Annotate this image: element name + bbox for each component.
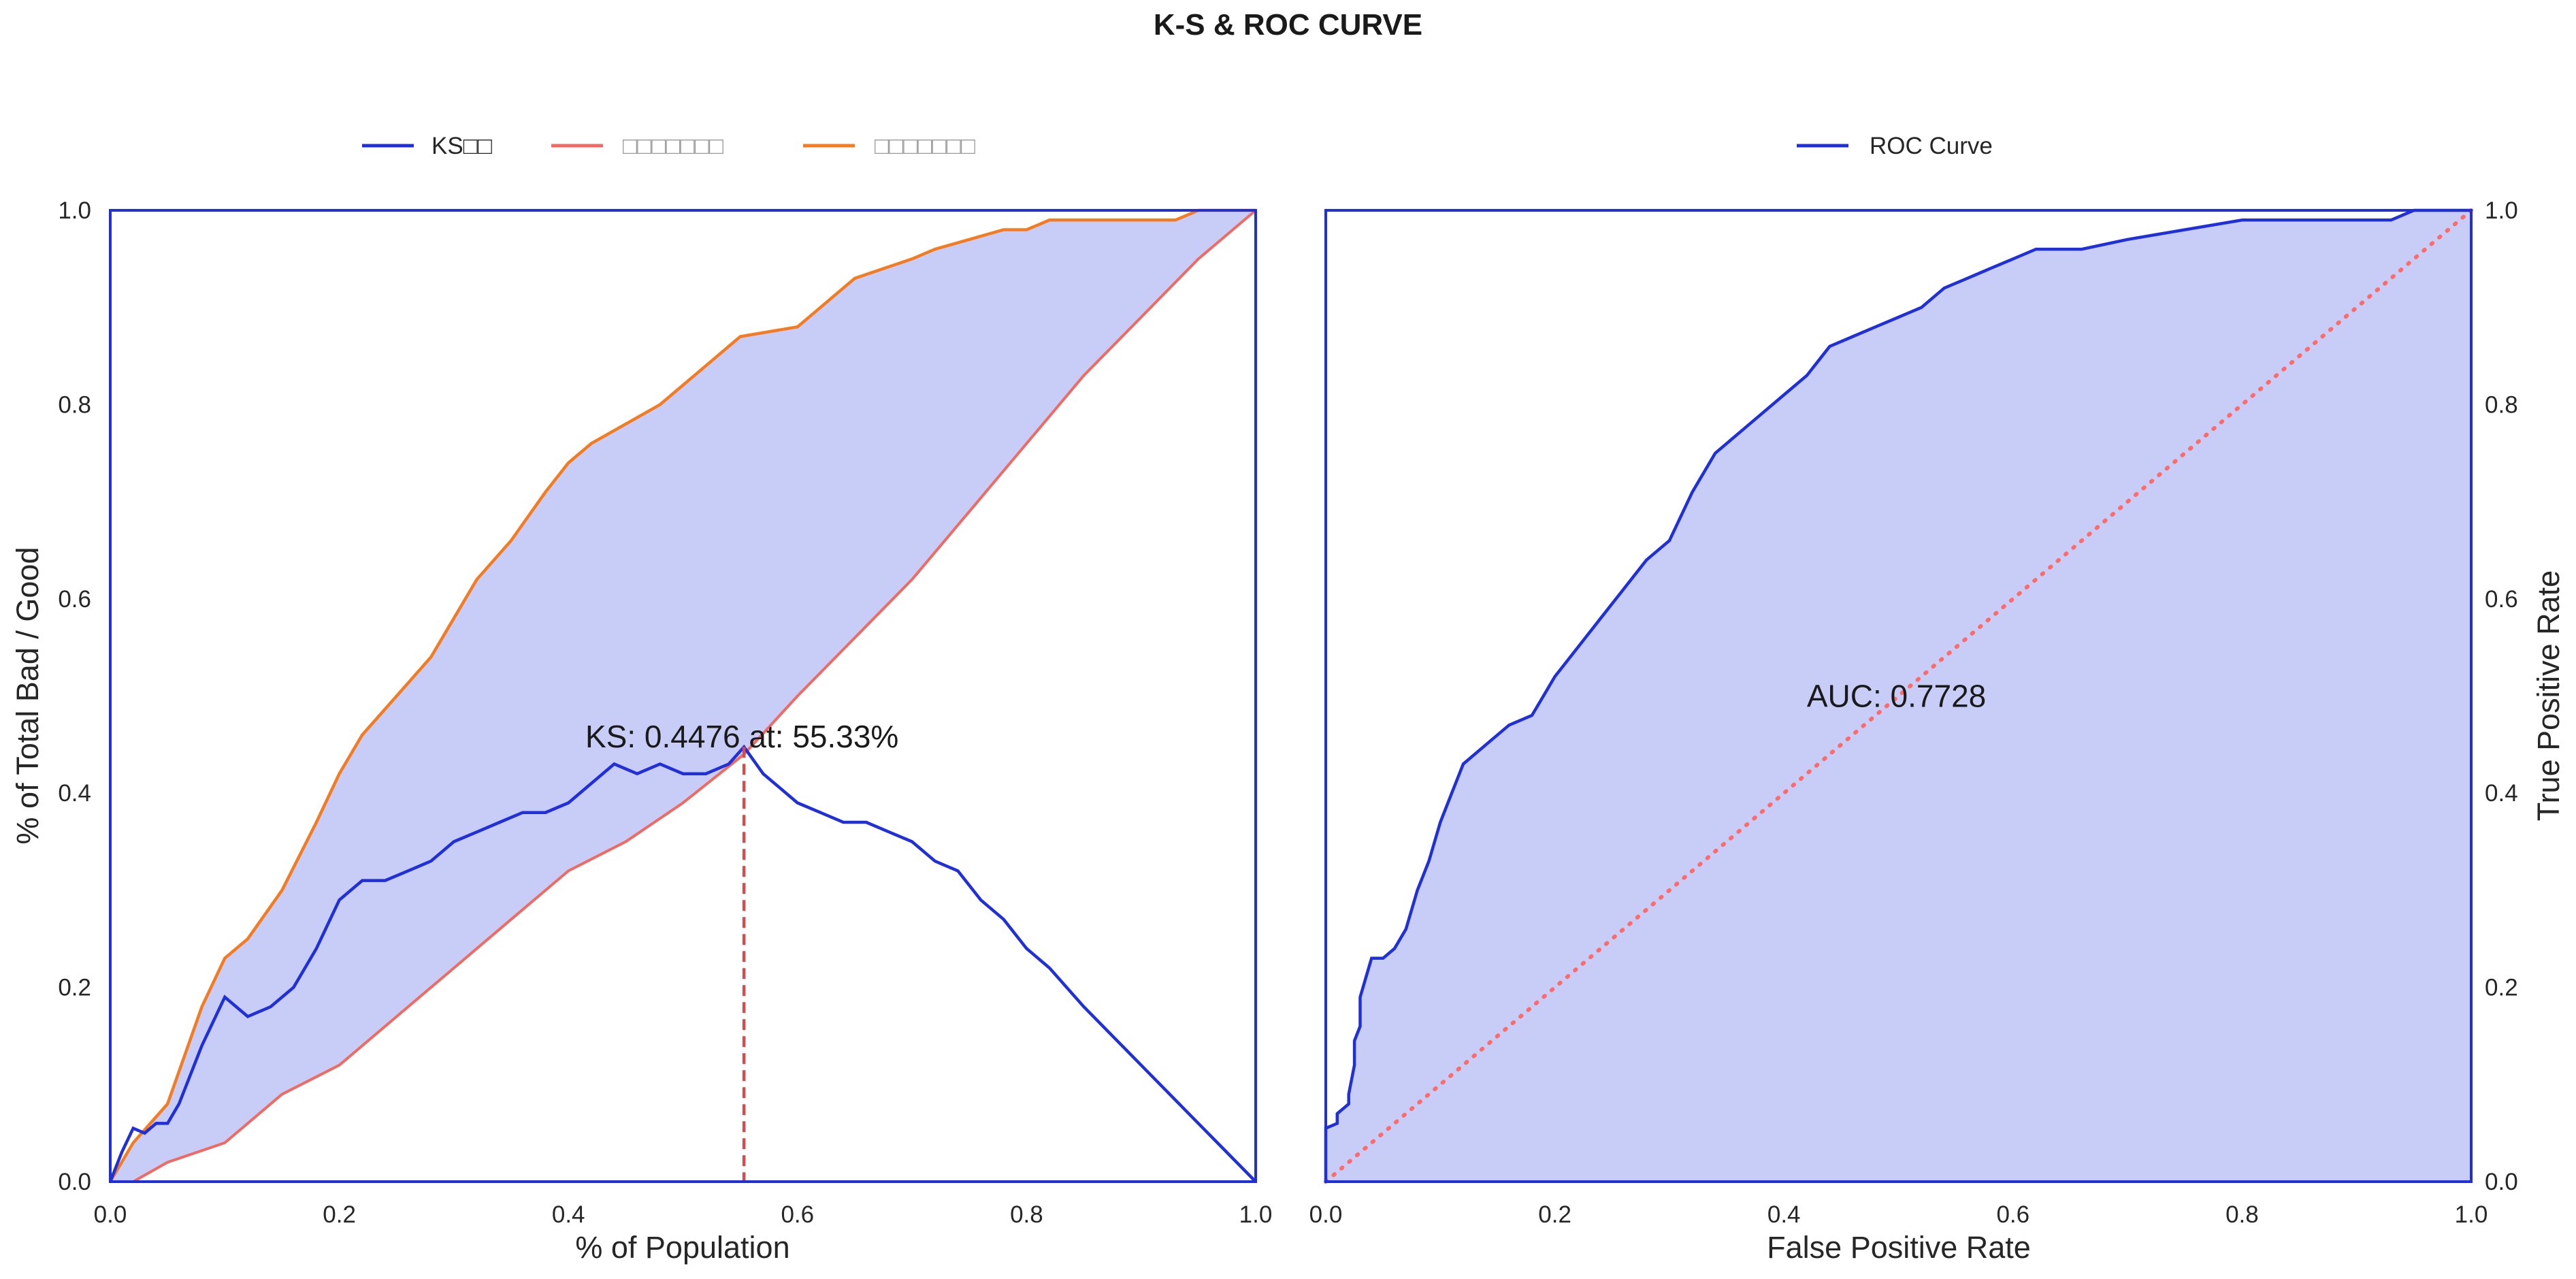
- ks-x-tick-label: 0.6: [781, 1201, 814, 1228]
- ks-y-tick-label: 0.2: [58, 975, 91, 1001]
- roc-x-tick-label: 0.4: [1767, 1201, 1801, 1228]
- roc-x-tick-label: 1.0: [2455, 1201, 2488, 1228]
- roc-plot-frame: [1324, 209, 2473, 1183]
- legend-label-roc: ROC Curve: [1870, 133, 1993, 159]
- ks-x-tick-label: 0.2: [323, 1201, 356, 1228]
- roc-y-axis-label: True Positive Rate: [2531, 570, 2566, 821]
- ks-y-tick-label: 1.0: [58, 197, 91, 224]
- roc-y-tick-label: 0.4: [2485, 780, 2518, 807]
- ks-annotation: KS: 0.4476 at: 55.33%: [585, 719, 898, 754]
- ks-x-tick-label: 0.4: [552, 1201, 585, 1228]
- roc-y-tick-label: 0.8: [2485, 391, 2518, 418]
- ks-plot-frame: [109, 209, 1257, 1183]
- ks-y-axis-label: % of Total Bad / Good: [10, 547, 45, 845]
- ks-y-tick-label: 0.0: [58, 1169, 91, 1195]
- legend-label-bad: □□□□□□□: [623, 133, 723, 159]
- roc-curve-line: [1324, 208, 2471, 1182]
- auc-annotation: AUC: 0.7728: [1807, 679, 1986, 714]
- good-cumulative-line: [109, 208, 1256, 1183]
- ks-line: [108, 744, 1257, 1183]
- roc-y-tick-label: 0.2: [2485, 975, 2518, 1001]
- roc-x-tick-label: 0.6: [1996, 1201, 2029, 1228]
- roc-y-tick-label: 0.0: [2485, 1169, 2518, 1195]
- ks-between-fill: [110, 210, 1256, 1182]
- ks-y-ticks: 0.0 0.2 0.4 0.6 0.8 1.0: [58, 197, 91, 1195]
- ks-x-axis-label: % of Population: [575, 1230, 789, 1265]
- ks-x-tick-label: 0.0: [94, 1201, 127, 1228]
- ks-x-ticks: 0.0 0.2 0.4 0.6 0.8 1.0: [94, 1201, 1273, 1228]
- roc-chart: 0.0 0.2 0.4 0.6 0.8 1.0 0.0 0.2 0.4 0.6 0.8 1.0 Fa…: [1309, 133, 2566, 1265]
- ks-lines: [108, 208, 1257, 1183]
- legend-label-good: □□□□□□□: [875, 133, 975, 159]
- roc-y-ticks: 0.0 0.2 0.4 0.6 0.8 1.0: [2485, 197, 2518, 1195]
- ks-legend: KS□□ □□□□□□□ □□□□□□□: [362, 133, 975, 159]
- roc-legend: ROC Curve: [1797, 133, 1993, 159]
- ks-y-tick-label: 0.6: [58, 586, 91, 613]
- bad-cumulative-line: [110, 209, 1257, 1183]
- roc-y-tick-label: 1.0: [2485, 197, 2518, 224]
- roc-lines: [1324, 208, 2473, 1184]
- ks-y-tick-label: 0.4: [58, 780, 91, 807]
- ks-fill-area: [110, 210, 1256, 1182]
- roc-x-axis-label: False Positive Rate: [1767, 1230, 2031, 1265]
- legend-label-ks: KS□□: [431, 133, 492, 159]
- figure-title: K-S & ROC CURVE: [1153, 8, 1423, 42]
- roc-y-tick-label: 0.6: [2485, 586, 2518, 613]
- ks-x-tick-label: 0.8: [1010, 1201, 1043, 1228]
- ks-x-tick-label: 1.0: [1239, 1201, 1273, 1228]
- roc-x-tick-label: 0.0: [1309, 1201, 1343, 1228]
- ks-chart: 0.0 0.2 0.4 0.6 0.8 1.0 0.0 0.2 0.4 0.6 0.8 1.0 % …: [10, 133, 1272, 1265]
- ks-y-tick-label: 0.8: [58, 391, 91, 418]
- roc-x-tick-label: 0.2: [1538, 1201, 1571, 1228]
- roc-x-tick-label: 0.8: [2226, 1201, 2259, 1228]
- roc-x-ticks: 0.0 0.2 0.4 0.6 0.8 1.0: [1309, 1201, 2488, 1228]
